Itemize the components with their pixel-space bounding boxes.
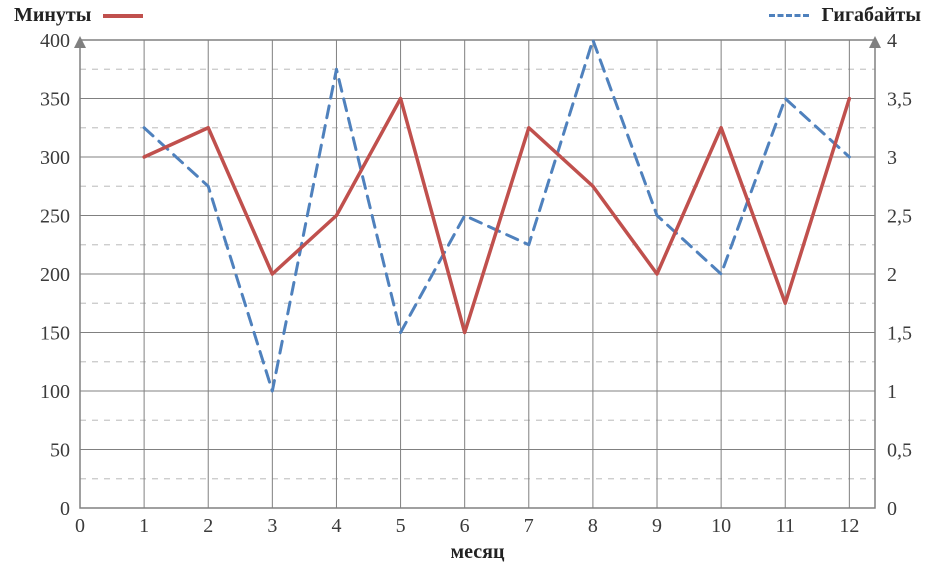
x-tick-label: 7 [524, 515, 534, 537]
y1-tick-label: 200 [40, 264, 70, 286]
x-tick-label: 11 [776, 515, 795, 537]
y1-tick-label: 300 [40, 147, 70, 169]
y2-tick-label: 3 [887, 147, 897, 169]
y1-tick-label: 0 [60, 498, 70, 520]
y1-tick-label: 150 [40, 323, 70, 345]
x-tick-label: 1 [139, 515, 149, 537]
x-tick-label: 4 [331, 515, 341, 537]
y2-tick-label: 0 [887, 498, 897, 520]
y2-tick-label: 1,5 [887, 323, 912, 345]
legend-minutes: Минуты [14, 4, 143, 27]
y2-tick-label: 0,5 [887, 440, 912, 462]
x-tick-label: 9 [652, 515, 662, 537]
y1-tick-label: 50 [50, 440, 70, 462]
y1-tick-label: 100 [40, 381, 70, 403]
legend: Минуты Гигабайты [10, 4, 925, 32]
y2-tick-label: 3,5 [887, 89, 912, 111]
legend-minutes-label: Минуты [14, 4, 91, 27]
y1-tick-label: 250 [40, 206, 70, 228]
x-tick-label: 12 [839, 515, 859, 537]
legend-gigabytes-label: Гигабайты [821, 4, 921, 27]
legend-gigabytes-swatch [769, 14, 809, 17]
x-tick-label: 5 [396, 515, 406, 537]
x-tick-label: 10 [711, 515, 731, 537]
x-tick-label: 0 [75, 515, 85, 537]
x-tick-label: 2 [203, 515, 213, 537]
x-tick-label: 6 [460, 515, 470, 537]
y2-tick-label: 1 [887, 381, 897, 403]
x-tick-label: 8 [588, 515, 598, 537]
y1-tick-label: 400 [40, 30, 70, 52]
y2-tick-label: 2,5 [887, 206, 912, 228]
line-chart: 05010015020025030035040000,511,522,533,5… [0, 0, 935, 568]
chart-container: Минуты Гигабайты 05010015020025030035040… [0, 0, 935, 568]
x-tick-label: 3 [267, 515, 277, 537]
y1-tick-label: 350 [40, 89, 70, 111]
legend-minutes-swatch [103, 14, 143, 18]
y2-tick-label: 4 [887, 30, 897, 52]
y2-tick-label: 2 [887, 264, 897, 286]
legend-gigabytes: Гигабайты [769, 4, 921, 27]
x-axis-title: месяц [451, 541, 505, 563]
